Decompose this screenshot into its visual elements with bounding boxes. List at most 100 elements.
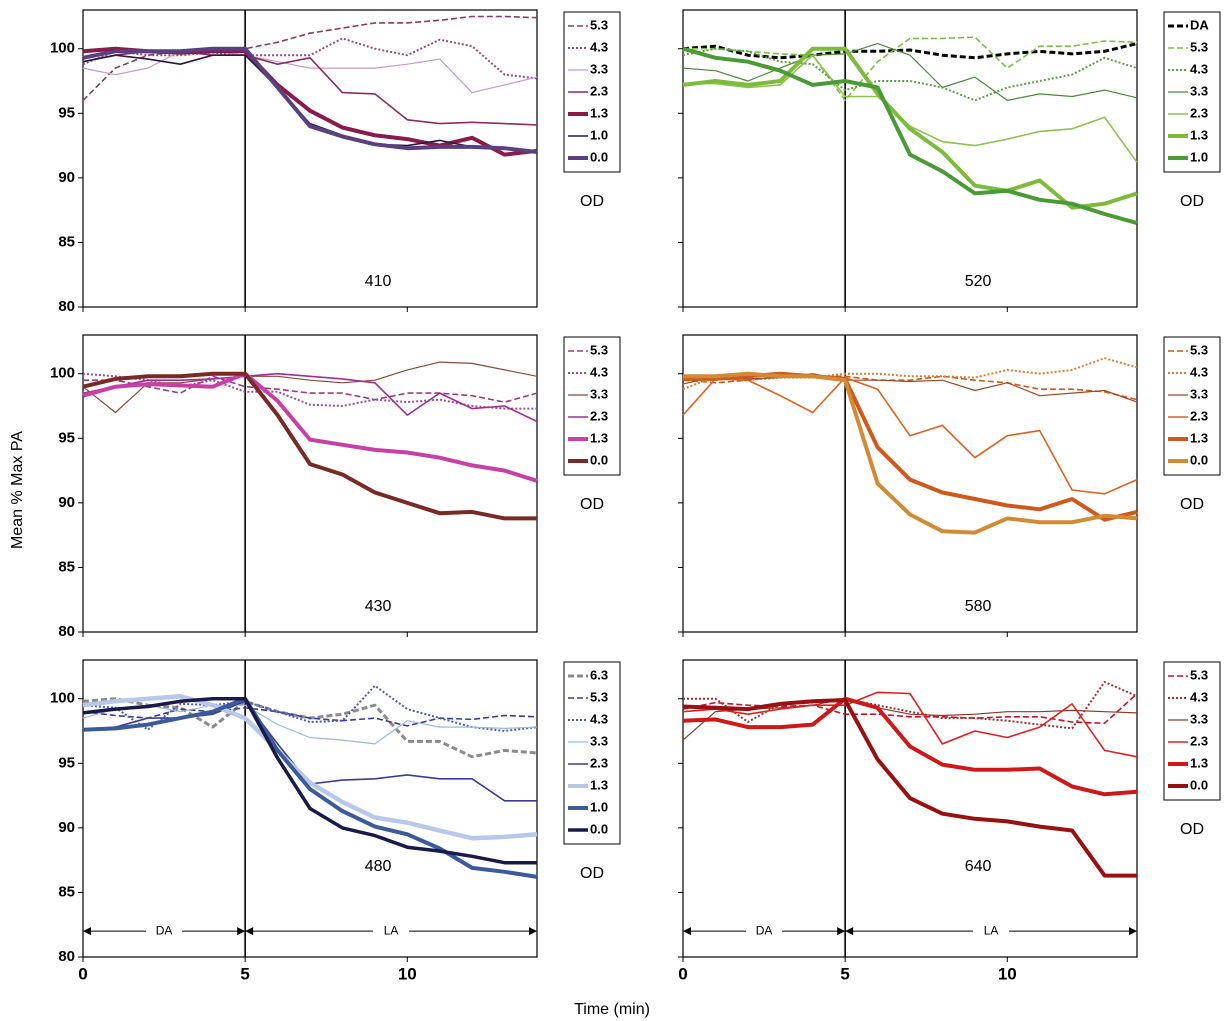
arrow-head	[683, 927, 691, 936]
y-tick-label: 85	[58, 558, 75, 575]
legend-box	[1163, 661, 1221, 801]
legend-label: 0.0	[590, 149, 608, 164]
series-line	[82, 15, 538, 101]
series-line	[82, 696, 537, 865]
series-line	[683, 36, 1138, 102]
series-line	[682, 691, 1138, 758]
arrow-head	[245, 927, 254, 936]
y-tick-label: 95	[58, 104, 75, 121]
legend-label: 3.3	[590, 733, 608, 748]
y-tick-label: 80	[58, 623, 75, 640]
y-tick-label: 100	[50, 690, 75, 707]
plot-frame	[82, 9, 538, 308]
arrow-head	[83, 927, 91, 936]
series-line	[683, 371, 1138, 522]
series-line	[82, 696, 538, 879]
legend-label: 2.3	[590, 408, 608, 423]
y-axis-label: Mean % Max PA	[9, 431, 26, 549]
y-tick-label: 90	[58, 169, 75, 186]
y-tick-label: 95	[58, 429, 75, 446]
legend-label: 4.3	[590, 39, 608, 54]
series-line	[682, 43, 1138, 101]
series-line	[82, 46, 538, 154]
legend-label: 0.0	[1190, 777, 1208, 792]
series-line	[82, 50, 538, 126]
legend-label: 3.3	[590, 386, 608, 401]
plot-frame	[82, 334, 538, 633]
panel-label: 640	[965, 858, 992, 875]
panel-label: 580	[965, 598, 992, 615]
legend-label: 4.3	[590, 364, 608, 379]
legend-label: 6.3	[590, 667, 608, 682]
legend-label: 5.3	[1190, 667, 1208, 682]
series-line	[682, 376, 1138, 495]
y-tick-label: 95	[58, 754, 75, 771]
x-tick-label: 5	[840, 964, 849, 983]
series-line	[82, 704, 538, 745]
legend-label: 3.3	[1190, 711, 1208, 726]
series-line	[683, 681, 1138, 730]
series-line	[82, 372, 538, 423]
y-tick-label: 85	[58, 233, 75, 250]
legend-label: 2.3	[1190, 733, 1208, 748]
panel: 80 85 90 95 100 430 5.3 4.3 3.3 2.3 1.3 0.0 OD	[50, 334, 621, 640]
x-tick-label: 0	[78, 964, 87, 983]
legend-label: 4.3	[1190, 364, 1208, 379]
x-tick-label: 10	[398, 964, 417, 983]
series-line	[683, 371, 1138, 535]
legend-label: 1.3	[590, 105, 608, 120]
legend-label: 1.3	[1190, 430, 1208, 445]
series-line	[682, 42, 1138, 60]
plot-frame	[682, 9, 1138, 308]
y-tick-label: 90	[58, 819, 75, 836]
legend-label: 1.0	[1190, 149, 1208, 164]
legend-label: 5.3	[590, 17, 608, 32]
x-axis-label: Time (min)	[574, 1001, 650, 1018]
series-line	[82, 707, 538, 727]
legend-label: 5.3	[1190, 39, 1208, 54]
legend-label: 2.3	[1190, 105, 1208, 120]
legend-label: 0.0	[590, 821, 608, 836]
series-line	[82, 37, 538, 80]
x-tick-label: 0	[678, 964, 687, 983]
panel-label: 410	[365, 273, 392, 290]
series-line	[82, 371, 538, 483]
legend-label: 1.3	[1190, 127, 1208, 142]
legend-label: 1.3	[590, 430, 608, 445]
legend-label: 3.3	[590, 61, 608, 76]
series-line	[683, 54, 1138, 163]
panel: 80 85 90 95 100 0 5 10 480 DA LA 6.3 5.3 4.3 3.3 2.3 1.3…	[50, 659, 621, 983]
arrow-head	[837, 927, 846, 936]
legend-title: OD	[1180, 821, 1204, 838]
legend-label: 5.3	[590, 689, 608, 704]
annotation: DA	[756, 923, 773, 937]
y-tick-label: 100	[50, 365, 75, 382]
arrow-head	[237, 927, 246, 936]
legend-title: OD	[580, 496, 604, 513]
panel: 0 5 10 640 DA LA 5.3 4.3 3.3 2.3 1.3 0.0 OD	[678, 659, 1221, 983]
y-tick-label: 100	[50, 40, 75, 57]
panel-label: 480	[365, 858, 392, 875]
legend-label: 3.3	[1190, 386, 1208, 401]
arrow-head	[845, 927, 854, 936]
plot-frame	[682, 659, 1138, 958]
legend-title: OD	[580, 865, 604, 882]
series-line	[82, 700, 537, 802]
legend-label: 5.3	[590, 342, 608, 357]
legend-label: 1.0	[590, 127, 608, 142]
annotation: LA	[384, 923, 399, 937]
y-tick-label: 85	[58, 883, 75, 900]
legend-label: 0.0	[590, 452, 608, 467]
series-line	[682, 373, 1138, 403]
legend-label: 4.3	[1190, 689, 1208, 704]
legend-label: 3.3	[1190, 83, 1208, 98]
series-line	[682, 47, 1138, 102]
arrow-head	[1129, 927, 1137, 936]
y-tick-label: 90	[58, 494, 75, 511]
legend-label: 2.3	[590, 755, 608, 770]
series-line	[83, 375, 538, 403]
plot-frame	[682, 334, 1138, 633]
series-line	[82, 693, 538, 841]
legend-label: 2.3	[590, 83, 608, 98]
